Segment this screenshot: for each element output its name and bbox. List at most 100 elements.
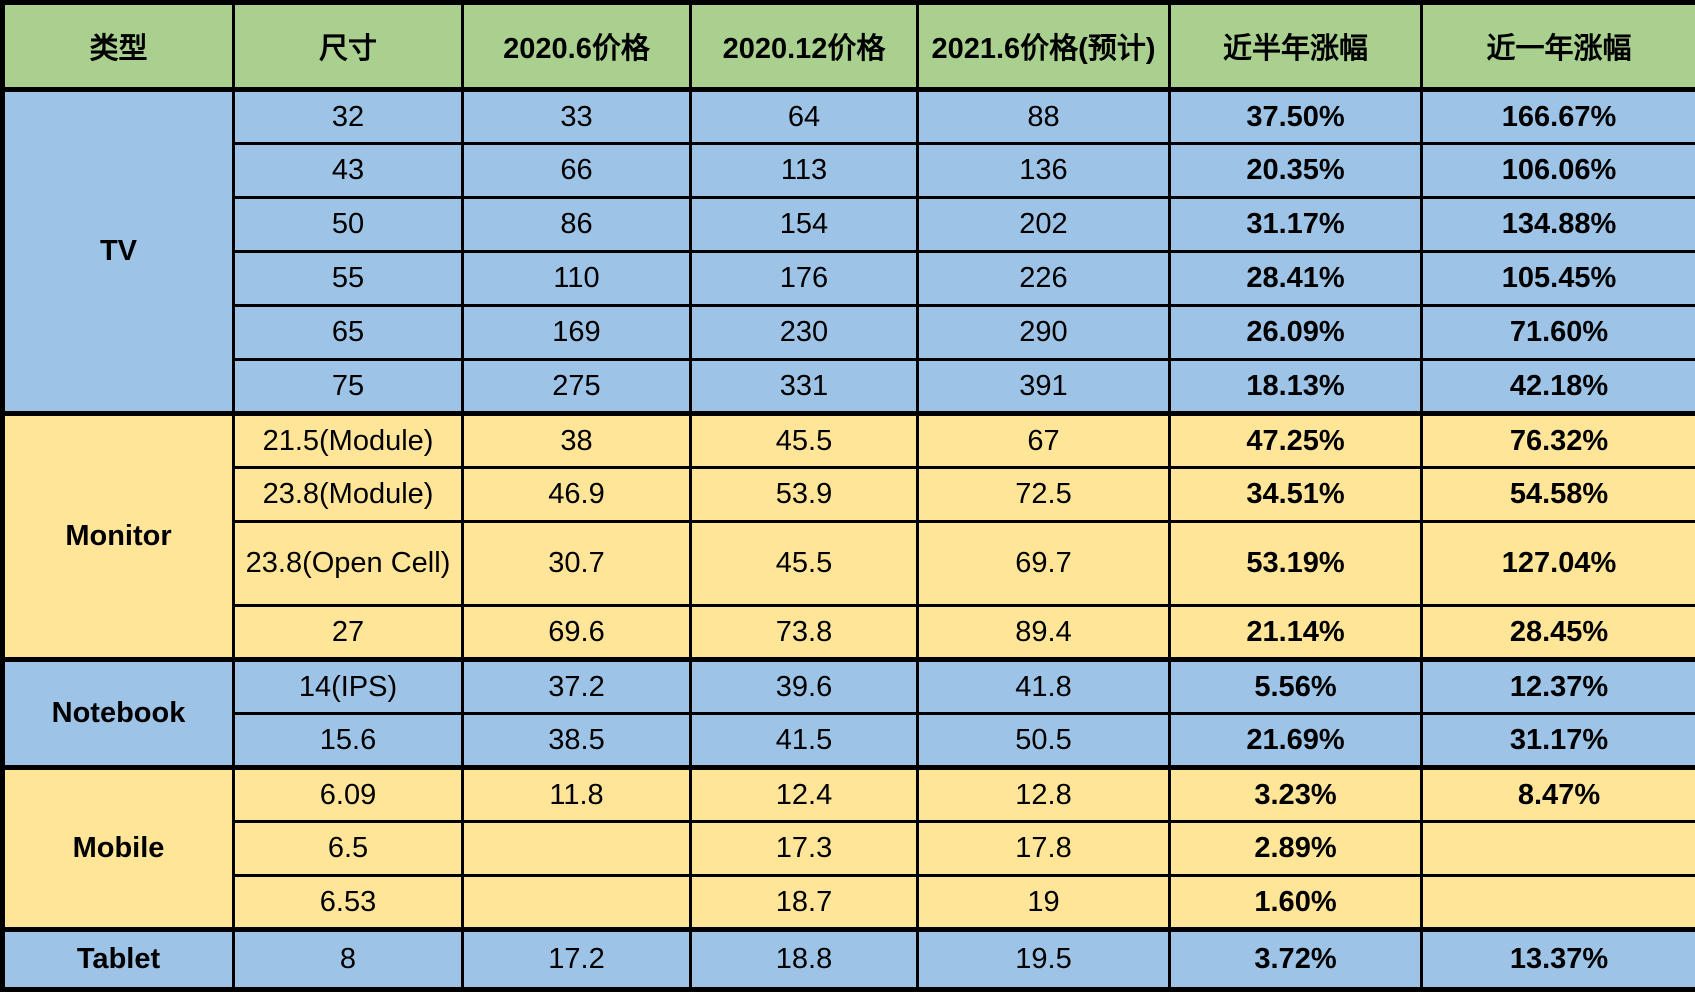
one-year-change-cell: 106.06% xyxy=(1422,144,1695,198)
one-year-change-cell: 105.45% xyxy=(1422,252,1695,306)
price-2020-12-cell: 18.8 xyxy=(691,930,918,990)
header-price-2020-12: 2020.12价格 xyxy=(691,3,918,90)
one-year-change-cell: 13.37% xyxy=(1422,930,1695,990)
price-2020-12-cell: 331 xyxy=(691,360,918,414)
table-row: 15.6 38.5 41.5 50.5 21.69% 31.17% xyxy=(3,714,1695,768)
header-size: 尺寸 xyxy=(234,3,463,90)
table-row: Tablet 8 17.2 18.8 19.5 3.72% 13.37% xyxy=(3,930,1695,990)
half-year-change-cell: 1.60% xyxy=(1170,876,1422,930)
size-cell: 27 xyxy=(234,606,463,660)
size-cell: 65 xyxy=(234,306,463,360)
half-year-change-cell: 34.51% xyxy=(1170,468,1422,522)
group-mobile: Mobile 6.09 11.8 12.4 12.8 3.23% 8.47% 6… xyxy=(3,768,1695,930)
size-cell: 55 xyxy=(234,252,463,306)
category-cell-tv: TV xyxy=(3,90,234,414)
half-year-change-cell: 3.23% xyxy=(1170,768,1422,822)
price-2020-6-cell: 33 xyxy=(463,90,691,144)
price-2021-6-cell: 50.5 xyxy=(918,714,1170,768)
size-cell: 6.09 xyxy=(234,768,463,822)
size-cell: 23.8(Open Cell) xyxy=(234,522,463,606)
size-cell: 23.8(Module) xyxy=(234,468,463,522)
size-cell: 6.53 xyxy=(234,876,463,930)
price-2021-6-cell: 89.4 xyxy=(918,606,1170,660)
price-2020-6-cell: 38 xyxy=(463,414,691,468)
header-type: 类型 xyxy=(3,3,234,90)
one-year-change-cell: 54.58% xyxy=(1422,468,1695,522)
category-cell-mobile: Mobile xyxy=(3,768,234,930)
header-half-year-change: 近半年涨幅 xyxy=(1170,3,1422,90)
header-one-year-change: 近一年涨幅 xyxy=(1422,3,1695,90)
price-2020-12-cell: 18.7 xyxy=(691,876,918,930)
size-cell: 50 xyxy=(234,198,463,252)
price-2020-6-cell: 110 xyxy=(463,252,691,306)
category-cell-notebook: Notebook xyxy=(3,660,234,768)
group-monitor: Monitor 21.5(Module) 38 45.5 67 47.25% 7… xyxy=(3,414,1695,660)
group-notebook: Notebook 14(IPS) 37.2 39.6 41.8 5.56% 12… xyxy=(3,660,1695,768)
price-2020-12-cell: 41.5 xyxy=(691,714,918,768)
price-2020-6-cell xyxy=(463,822,691,876)
header-price-2021-6: 2021.6价格(预计) xyxy=(918,3,1170,90)
size-cell: 75 xyxy=(234,360,463,414)
table-row: Notebook 14(IPS) 37.2 39.6 41.8 5.56% 12… xyxy=(3,660,1695,714)
price-2020-6-cell: 46.9 xyxy=(463,468,691,522)
price-2021-6-cell: 12.8 xyxy=(918,768,1170,822)
price-2020-12-cell: 73.8 xyxy=(691,606,918,660)
price-2020-12-cell: 39.6 xyxy=(691,660,918,714)
price-2021-6-cell: 67 xyxy=(918,414,1170,468)
one-year-change-cell: 166.67% xyxy=(1422,90,1695,144)
one-year-change-cell xyxy=(1422,876,1695,930)
price-2020-12-cell: 176 xyxy=(691,252,918,306)
one-year-change-cell: 76.32% xyxy=(1422,414,1695,468)
one-year-change-cell: 127.04% xyxy=(1422,522,1695,606)
category-cell-monitor: Monitor xyxy=(3,414,234,660)
one-year-change-cell: 42.18% xyxy=(1422,360,1695,414)
half-year-change-cell: 28.41% xyxy=(1170,252,1422,306)
price-2020-12-cell: 230 xyxy=(691,306,918,360)
price-2020-6-cell xyxy=(463,876,691,930)
half-year-change-cell: 3.72% xyxy=(1170,930,1422,990)
table-row: 27 69.6 73.8 89.4 21.14% 28.45% xyxy=(3,606,1695,660)
header-row: 类型 尺寸 2020.6价格 2020.12价格 2021.6价格(预计) 近半… xyxy=(3,3,1695,90)
price-2021-6-cell: 19.5 xyxy=(918,930,1170,990)
group-tv: TV 32 33 64 88 37.50% 166.67% 43 66 113 … xyxy=(3,90,1695,414)
price-2021-6-cell: 17.8 xyxy=(918,822,1170,876)
one-year-change-cell: 31.17% xyxy=(1422,714,1695,768)
price-2021-6-cell: 69.7 xyxy=(918,522,1170,606)
one-year-change-cell: 134.88% xyxy=(1422,198,1695,252)
price-2020-12-cell: 154 xyxy=(691,198,918,252)
table-row: 6.5 17.3 17.8 2.89% xyxy=(3,822,1695,876)
table-row: 6.53 18.7 19 1.60% xyxy=(3,876,1695,930)
price-2020-12-cell: 12.4 xyxy=(691,768,918,822)
price-2020-12-cell: 64 xyxy=(691,90,918,144)
size-cell: 43 xyxy=(234,144,463,198)
half-year-change-cell: 31.17% xyxy=(1170,198,1422,252)
table-row: 23.8(Module) 46.9 53.9 72.5 34.51% 54.58… xyxy=(3,468,1695,522)
one-year-change-cell: 12.37% xyxy=(1422,660,1695,714)
price-2020-12-cell: 45.5 xyxy=(691,414,918,468)
price-2021-6-cell: 226 xyxy=(918,252,1170,306)
half-year-change-cell: 2.89% xyxy=(1170,822,1422,876)
size-cell: 15.6 xyxy=(234,714,463,768)
price-2021-6-cell: 202 xyxy=(918,198,1170,252)
table-row: 65 169 230 290 26.09% 71.60% xyxy=(3,306,1695,360)
one-year-change-cell: 28.45% xyxy=(1422,606,1695,660)
group-tablet: Tablet 8 17.2 18.8 19.5 3.72% 13.37% xyxy=(3,930,1695,990)
table-row: 55 110 176 226 28.41% 105.45% xyxy=(3,252,1695,306)
price-2021-6-cell: 290 xyxy=(918,306,1170,360)
price-2021-6-cell: 72.5 xyxy=(918,468,1170,522)
half-year-change-cell: 5.56% xyxy=(1170,660,1422,714)
price-2021-6-cell: 136 xyxy=(918,144,1170,198)
price-2020-6-cell: 38.5 xyxy=(463,714,691,768)
half-year-change-cell: 21.14% xyxy=(1170,606,1422,660)
table-row: 23.8(Open Cell) 30.7 45.5 69.7 53.19% 12… xyxy=(3,522,1695,606)
table-row: 43 66 113 136 20.35% 106.06% xyxy=(3,144,1695,198)
half-year-change-cell: 21.69% xyxy=(1170,714,1422,768)
table-row: TV 32 33 64 88 37.50% 166.67% xyxy=(3,90,1695,144)
price-2020-6-cell: 11.8 xyxy=(463,768,691,822)
price-2020-6-cell: 37.2 xyxy=(463,660,691,714)
half-year-change-cell: 47.25% xyxy=(1170,414,1422,468)
price-2020-12-cell: 53.9 xyxy=(691,468,918,522)
size-cell: 21.5(Module) xyxy=(234,414,463,468)
half-year-change-cell: 26.09% xyxy=(1170,306,1422,360)
price-2020-12-cell: 17.3 xyxy=(691,822,918,876)
